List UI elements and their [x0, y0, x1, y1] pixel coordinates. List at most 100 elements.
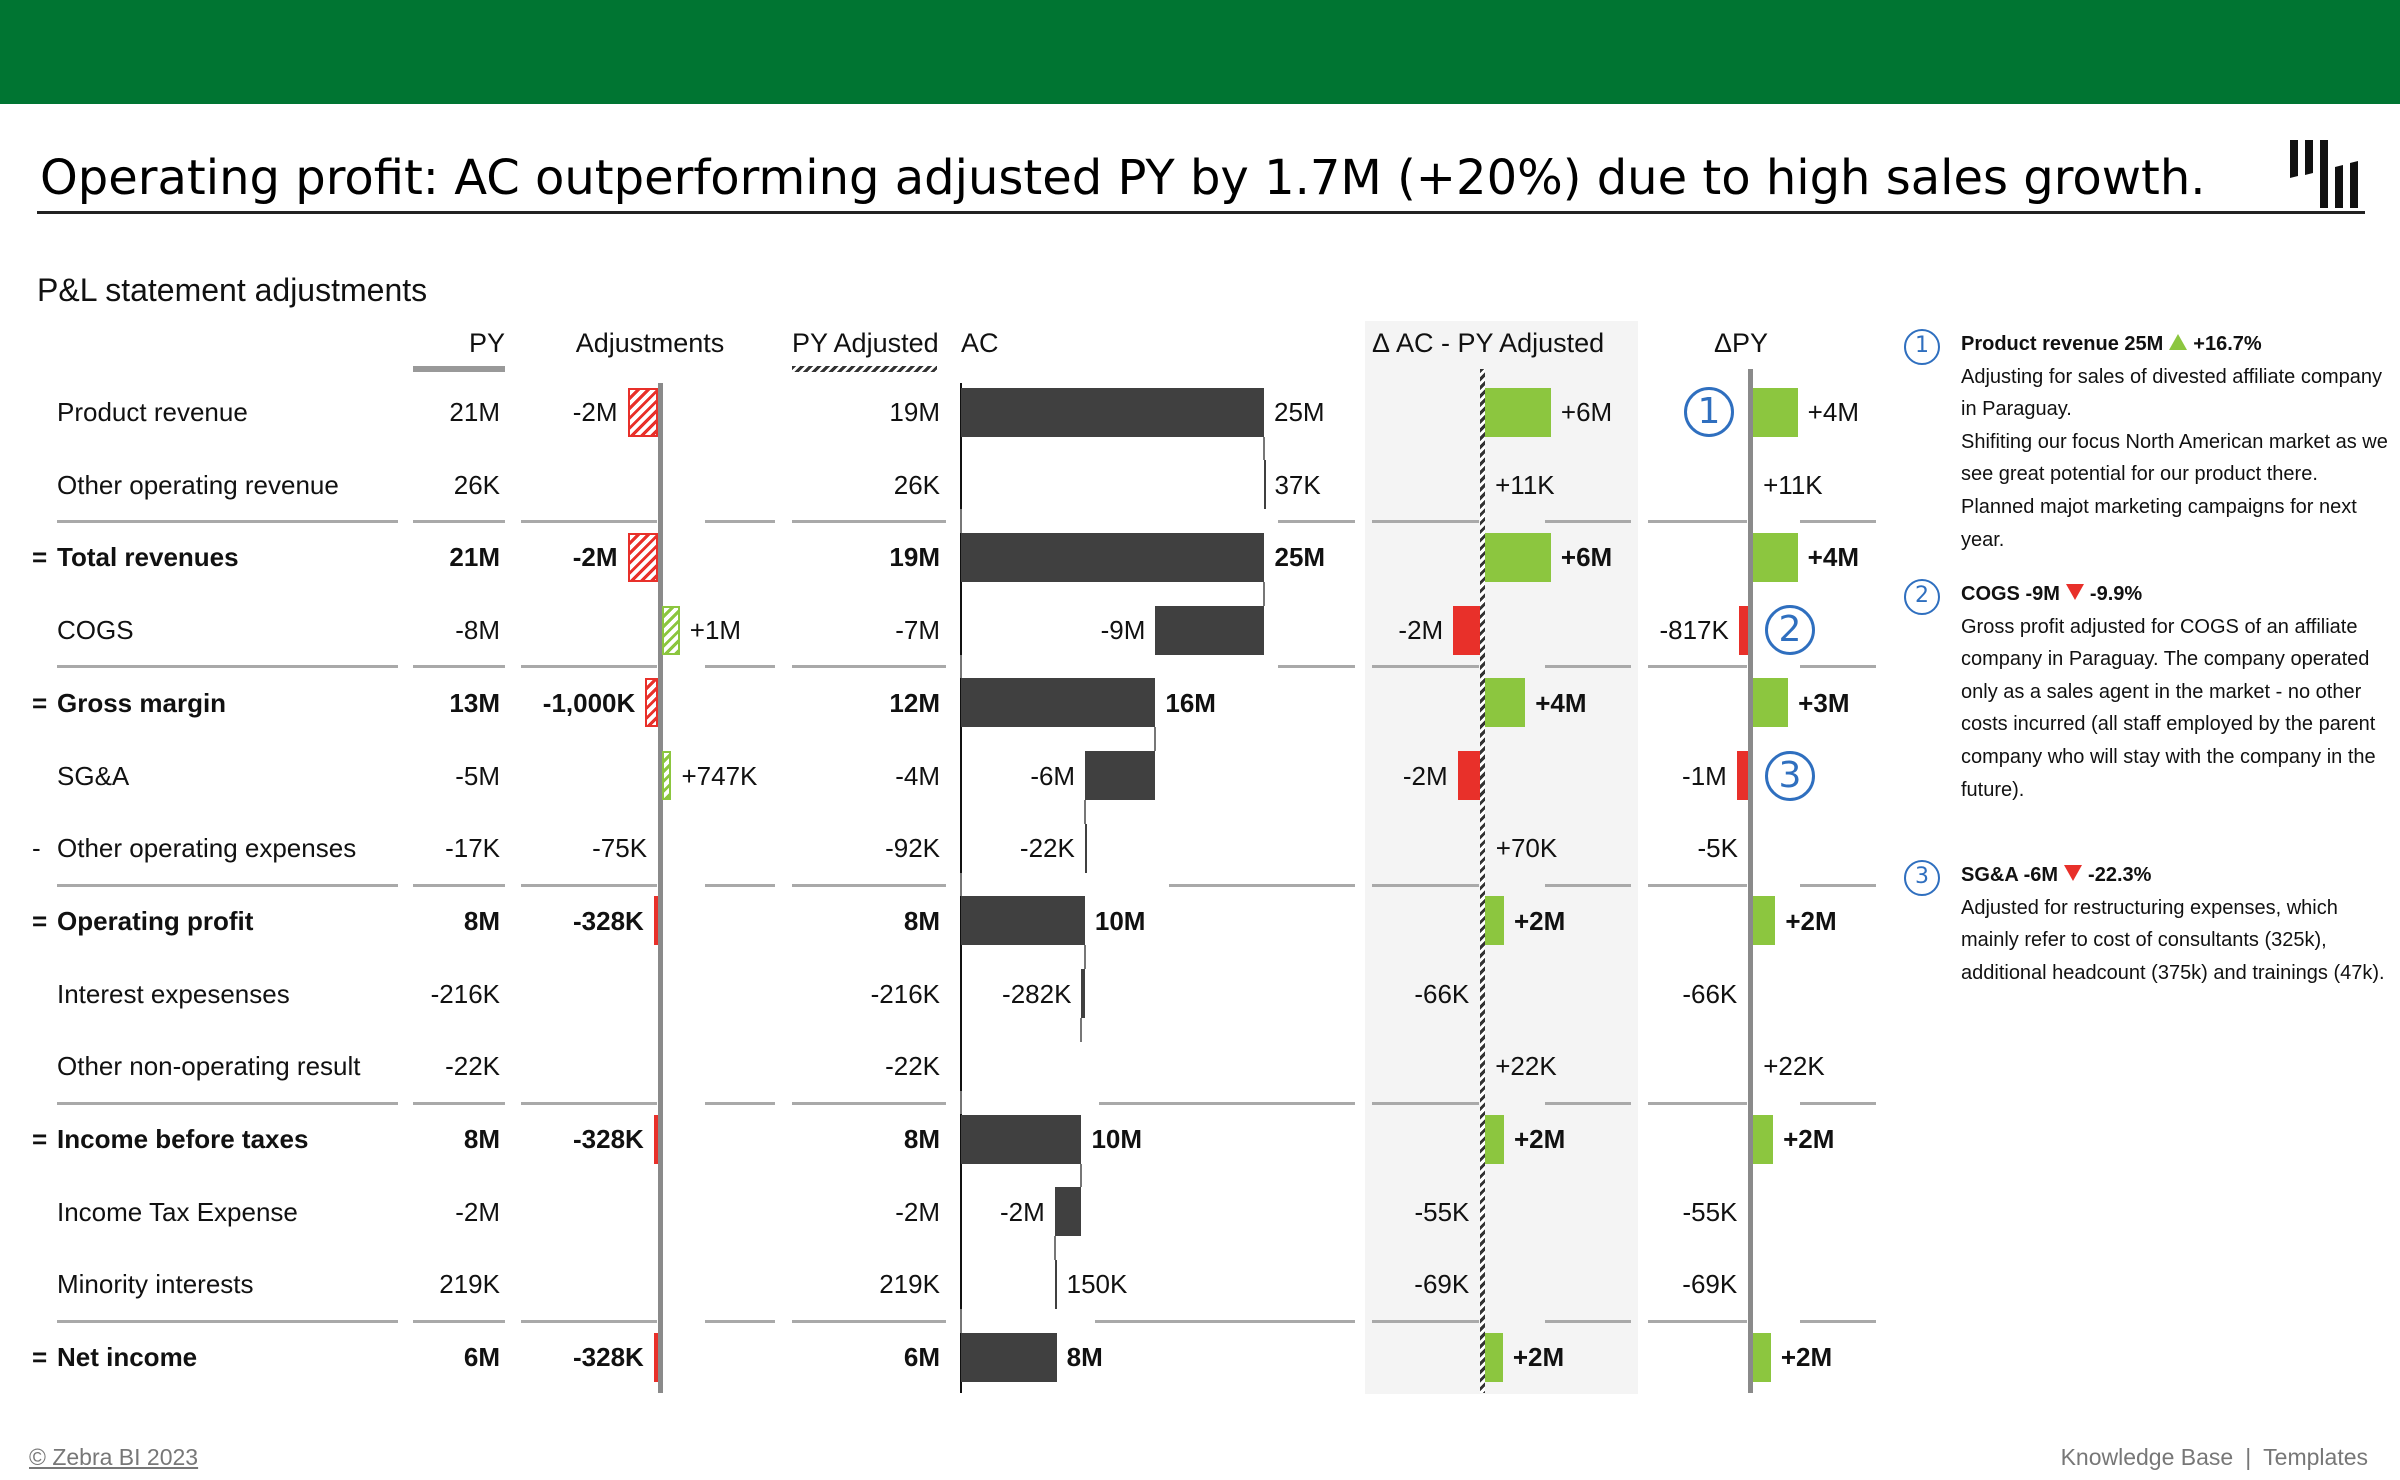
row-prefix: = [32, 1124, 48, 1154]
note-number-icon: 2 [1904, 579, 1940, 615]
delta-py-bar [1736, 751, 1748, 800]
row-separator [1545, 520, 1631, 524]
row-label: Operating profit [57, 905, 254, 936]
ac-bar [1084, 823, 1087, 873]
note-1: Product revenue 25M +16.7% Adjusting for s… [1961, 328, 2391, 556]
delta-py-adjusted-value: +2M [1513, 905, 1566, 936]
row-label: Minority interests [57, 1269, 254, 1300]
delta-py-value: -5K [1697, 833, 1738, 864]
delta-py-adjusted-value: +22K [1495, 1051, 1557, 1082]
delta-py-adjusted-value: +70K [1495, 833, 1558, 864]
column-header-delta-py: ΔPY [1714, 328, 1769, 358]
py-value: 13M [449, 687, 500, 718]
py-adjusted-value: 19M [889, 397, 940, 427]
py-value: -216K [430, 978, 500, 1009]
delta-py-value: +4M [1807, 397, 1859, 427]
delta-py-adjusted-axis [1480, 369, 1485, 1393]
row-label: Other non-operating result [57, 1051, 361, 1082]
ac-bar [1155, 605, 1265, 655]
footer-separator: | [2245, 1444, 2252, 1470]
note-marker-2[interactable]: 2 [1765, 605, 1815, 656]
note-3: SG&A -6M -22.3% Adjusted for restructuring… [1961, 859, 2391, 989]
ac-value: -2M [1000, 1196, 1045, 1227]
row-separator [57, 1101, 398, 1105]
ac-bar [961, 1332, 1057, 1382]
row-separator [57, 520, 398, 524]
ac-value: -282K [1002, 978, 1072, 1009]
delta-py-value: +3M [1798, 687, 1850, 718]
ac-bar [1054, 1259, 1057, 1309]
row-label: Product revenue [57, 397, 248, 427]
ac-bar [961, 678, 1156, 728]
adjustment-value: -328K [573, 905, 644, 936]
row-separator [521, 520, 657, 524]
row-separator [521, 665, 657, 669]
adjustment-value: -328K [573, 1124, 644, 1154]
ac-value: -22K [1019, 833, 1075, 864]
ac-bar [1054, 1187, 1082, 1237]
templates-link[interactable]: Templates [2263, 1444, 2368, 1470]
ac-value: 8M [1066, 1342, 1103, 1373]
row-separator [792, 883, 946, 887]
column-header-py-adjusted: PY Adjusted [792, 328, 939, 358]
adjustment-value: -2M [572, 542, 618, 573]
adjustment-bar [662, 605, 680, 655]
delta-py-bar [1738, 605, 1748, 655]
py-value: -2M [455, 1196, 500, 1227]
knowledge-base-link[interactable]: Knowledge Base [2060, 1444, 2234, 1470]
row-separator [1800, 1319, 1876, 1323]
py-value: -8M [455, 615, 500, 646]
delta-py-adjusted-value: +4M [1535, 687, 1587, 718]
waterfall-connector [960, 654, 962, 679]
row-separator [1372, 520, 1479, 524]
note-text: Adjusting for sales of divested affiliat… [1961, 365, 2388, 551]
row-separator [705, 1319, 775, 1323]
note-number-icon: 1 [1904, 329, 1940, 365]
copyright-link[interactable]: © Zebra BI 2023 [29, 1444, 199, 1470]
py-value: -22K [445, 1051, 500, 1082]
footer-links: Knowledge Base | Templates [2055, 1444, 2374, 1471]
row-separator [521, 1101, 657, 1105]
note-marker-3[interactable]: 3 [1765, 750, 1815, 801]
adjustment-bar [662, 751, 672, 800]
waterfall-connector [1263, 581, 1266, 606]
delta-py-adjusted-bar [1485, 678, 1526, 728]
adjustment-bar [645, 678, 658, 728]
adjustment-value: +747K [681, 760, 758, 791]
waterfall-connector [1154, 727, 1157, 751]
row-separator [1545, 1319, 1631, 1323]
waterfall-connector [960, 872, 962, 897]
row-separator [1800, 1101, 1876, 1105]
adjustment-value: -75K [592, 833, 648, 864]
adjustment-value: +1M [689, 615, 742, 646]
delta-py-adjusted-bar [1485, 387, 1551, 437]
delta-py-value: -69K [1682, 1269, 1738, 1300]
delta-py-value: +2M [1783, 1124, 1835, 1154]
page-title: Operating profit: AC outperforming adjus… [40, 150, 2206, 206]
row-separator [1098, 1101, 1355, 1105]
delta-py-adjusted-bar [1485, 532, 1551, 582]
py-value: 21M [449, 542, 500, 573]
triangle-down-icon [2064, 865, 2083, 881]
note-marker-1[interactable]: 1 [1684, 387, 1734, 437]
row-separator [57, 1319, 398, 1323]
ac-bar [1264, 460, 1266, 510]
adjustment-value: -2M [572, 397, 618, 427]
py-adjusted-value: 219K [879, 1269, 940, 1300]
py-value: 8M [463, 1124, 500, 1154]
py-adjusted-header-marker [792, 366, 937, 372]
title-divider [37, 211, 2365, 214]
py-adjusted-value: -22K [885, 1051, 940, 1082]
note-percent: +16.7% [2193, 333, 2262, 355]
row-separator [1372, 883, 1479, 887]
ac-bar [1081, 969, 1085, 1019]
row-separator [792, 1319, 946, 1323]
zebra-bi-logo-icon [2290, 140, 2358, 208]
py-adjusted-value: -216K [870, 978, 940, 1009]
row-separator [521, 883, 657, 887]
adjustment-value: -328K [573, 1342, 644, 1373]
row-separator [413, 665, 505, 669]
column-header-ac: AC [961, 328, 999, 358]
delta-py-adjusted-value: +6M [1560, 397, 1613, 427]
row-separator [413, 1319, 505, 1323]
